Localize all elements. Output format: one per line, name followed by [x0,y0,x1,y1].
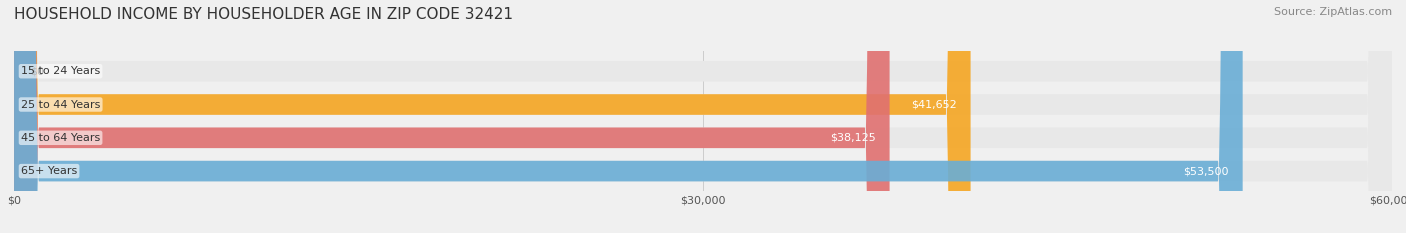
Text: 15 to 24 Years: 15 to 24 Years [21,66,100,76]
Text: Source: ZipAtlas.com: Source: ZipAtlas.com [1274,7,1392,17]
Text: 45 to 64 Years: 45 to 64 Years [21,133,100,143]
Text: $41,652: $41,652 [911,99,957,110]
FancyBboxPatch shape [14,0,1392,233]
FancyBboxPatch shape [14,0,1243,233]
FancyBboxPatch shape [14,0,890,233]
FancyBboxPatch shape [14,0,1392,233]
Text: 25 to 44 Years: 25 to 44 Years [21,99,100,110]
Text: HOUSEHOLD INCOME BY HOUSEHOLDER AGE IN ZIP CODE 32421: HOUSEHOLD INCOME BY HOUSEHOLDER AGE IN Z… [14,7,513,22]
Text: 65+ Years: 65+ Years [21,166,77,176]
Text: $38,125: $38,125 [830,133,876,143]
Text: $53,500: $53,500 [1184,166,1229,176]
FancyBboxPatch shape [14,0,1392,233]
FancyBboxPatch shape [14,0,1392,233]
Text: $0: $0 [31,66,45,76]
FancyBboxPatch shape [14,0,970,233]
